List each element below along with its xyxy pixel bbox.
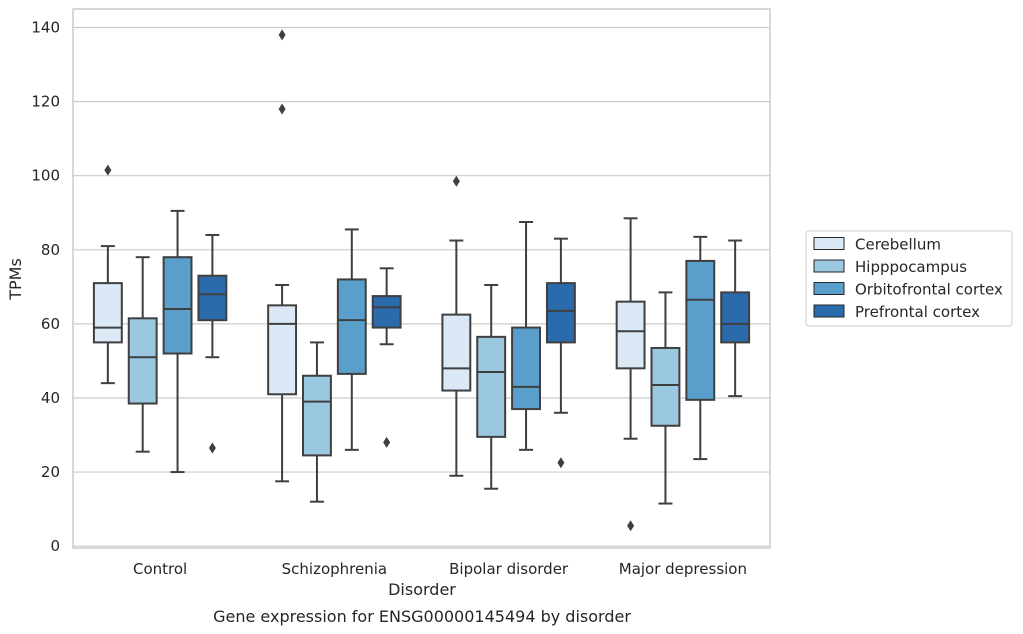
y-axis-ticks: 0 20 40 60 80 100 120 140 xyxy=(31,19,60,556)
box-2-0 xyxy=(441,175,472,477)
box-iqr xyxy=(267,304,298,396)
box-iqr xyxy=(720,291,751,344)
legend: Cerebellum Hipppocampus Orbitofrontal cort… xyxy=(805,230,1013,327)
legend-label: Cerebellum xyxy=(855,236,941,254)
outlier-point xyxy=(278,29,286,41)
outlier-point xyxy=(208,442,216,454)
plot-area xyxy=(72,8,771,549)
box-iqr xyxy=(441,313,472,392)
box-3-0 xyxy=(615,217,646,532)
outlier-point xyxy=(278,103,286,115)
x-tick-label: Bipolar disorder xyxy=(449,560,569,578)
box-iqr xyxy=(545,282,576,344)
box-0-0 xyxy=(92,164,123,385)
y-tick-label: 60 xyxy=(41,315,60,333)
legend-item: Prefrontal cortex xyxy=(813,303,980,321)
y-tick-label: 40 xyxy=(41,389,60,407)
legend-label: Orbitofrontal cortex xyxy=(855,281,1003,299)
y-axis-label: TPMs xyxy=(6,258,25,301)
box-0-3 xyxy=(197,233,228,454)
legend-swatch xyxy=(813,259,845,273)
outlier-point xyxy=(104,164,112,176)
box-0-1 xyxy=(127,256,158,453)
box-iqr xyxy=(302,374,332,457)
box-1-3 xyxy=(371,267,402,448)
x-axis-ticks: Control Schizophrenia Bipolar disorder Majo… xyxy=(133,560,747,578)
legend-item: Orbitofrontal cortex xyxy=(813,281,1003,299)
box-iqr xyxy=(371,295,402,329)
figure-caption: Gene expression for ENSG00000145494 by d… xyxy=(213,607,631,626)
x-axis-label: Disorder xyxy=(388,580,456,599)
y-tick-label: 120 xyxy=(31,93,60,111)
box-1-2 xyxy=(336,228,367,451)
box-1-0 xyxy=(267,29,298,483)
legend-item: Cerebellum xyxy=(813,236,941,254)
y-tick-label: 80 xyxy=(41,241,60,259)
box-0-2 xyxy=(162,209,193,474)
box-iqr xyxy=(127,317,158,405)
outlier-point xyxy=(557,457,565,469)
legend-label: Hipppocampus xyxy=(855,258,967,276)
legend-swatch xyxy=(813,282,845,295)
box-2-1 xyxy=(476,283,507,490)
y-tick-label: 140 xyxy=(31,19,60,37)
x-tick-label: Control xyxy=(133,560,187,578)
box-iqr xyxy=(92,282,123,344)
box-iqr xyxy=(650,346,681,427)
legend-swatch xyxy=(813,304,845,318)
y-tick-label: 0 xyxy=(50,537,60,555)
y-tick-label: 100 xyxy=(31,167,60,185)
box-iqr xyxy=(162,256,193,355)
legend-frame xyxy=(805,230,1013,327)
box-iqr xyxy=(615,300,646,370)
boxes xyxy=(92,29,751,532)
legend-label: Prefrontal cortex xyxy=(855,303,980,321)
box-iqr xyxy=(685,259,716,401)
box-3-2 xyxy=(685,235,716,461)
box-3-1 xyxy=(650,291,681,505)
box-2-2 xyxy=(511,221,541,451)
box-3-3 xyxy=(720,239,751,398)
box-2-3 xyxy=(545,237,576,469)
outlier-point xyxy=(452,175,460,187)
box-iqr xyxy=(197,274,228,322)
box-iqr xyxy=(511,326,541,411)
legend-swatch xyxy=(813,237,845,250)
y-tick-label: 20 xyxy=(41,463,60,481)
box-iqr xyxy=(476,335,507,438)
outlier-point xyxy=(627,520,635,532)
x-tick-label: Schizophrenia xyxy=(282,560,387,578)
legend-item: Hipppocampus xyxy=(813,258,967,276)
outlier-point xyxy=(383,436,391,448)
box-iqr xyxy=(336,278,367,375)
x-tick-label: Major depression xyxy=(619,560,747,578)
box-1-1 xyxy=(302,341,332,503)
